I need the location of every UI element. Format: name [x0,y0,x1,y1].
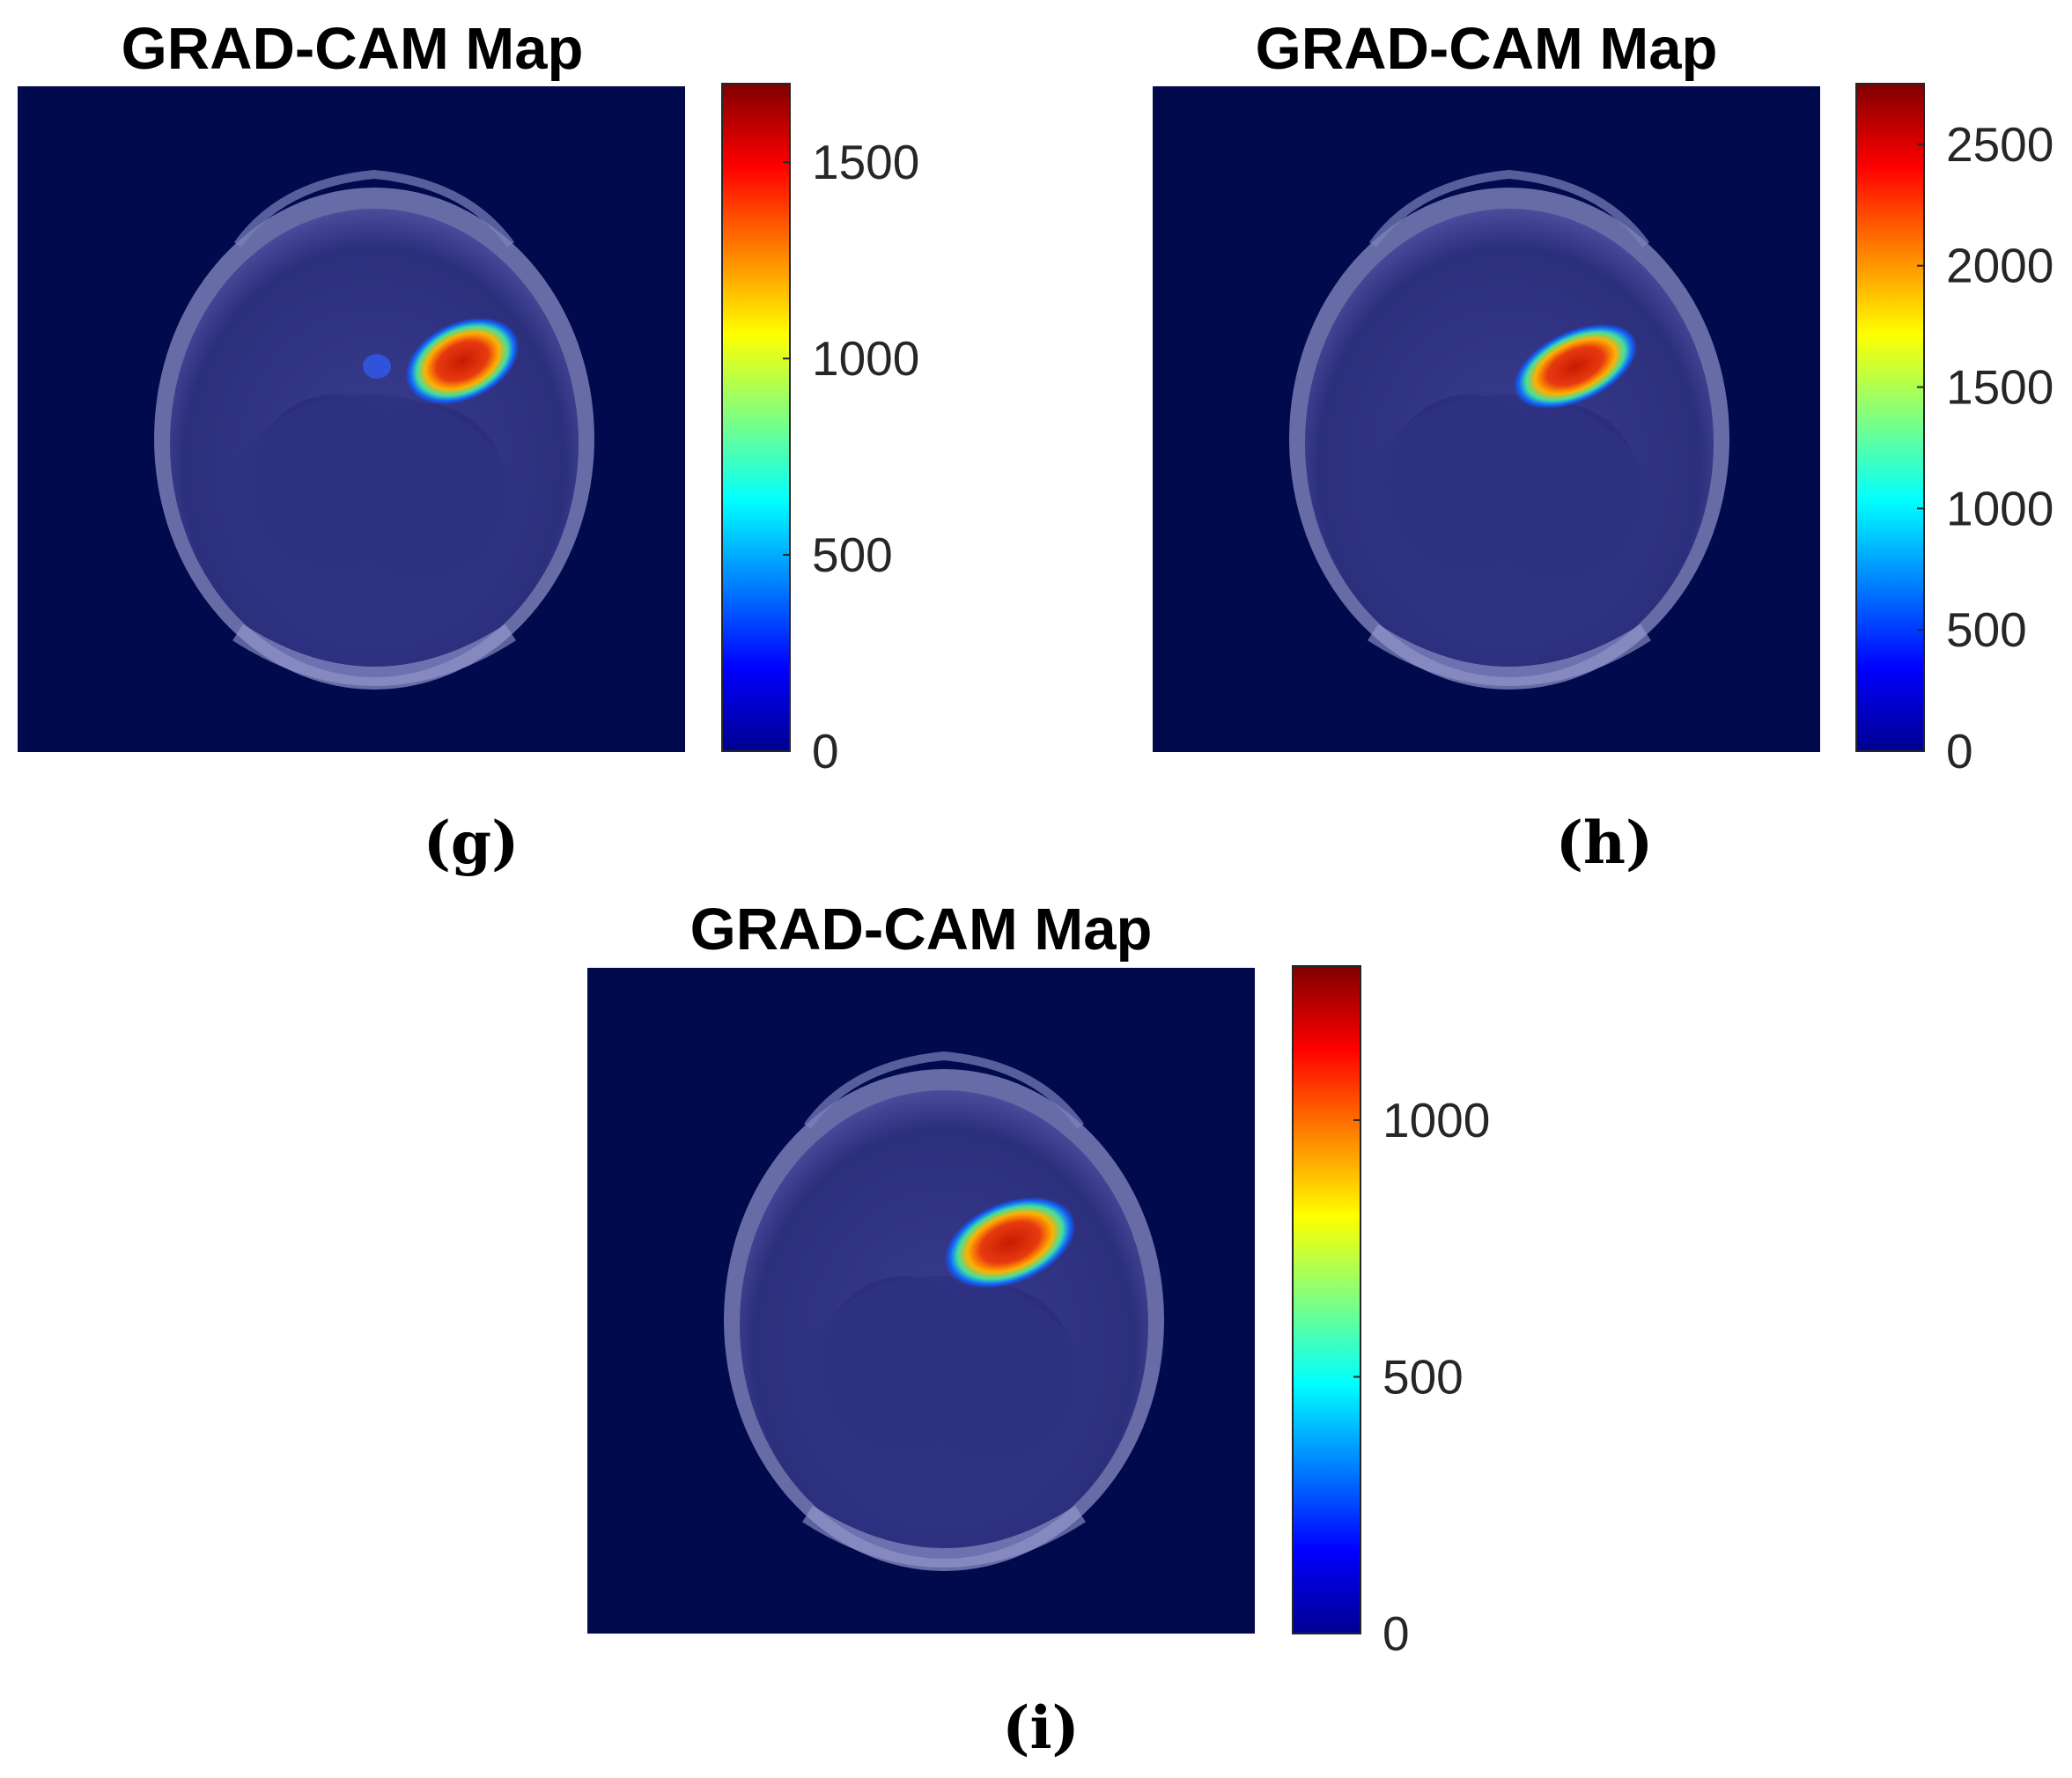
colorbar [721,83,791,752]
panel-i: GRAD-CAM Map 0 500 1000 (i) [587,896,1490,1762]
colorbar-ticks: 0 500 1000 [1353,1093,1490,1661]
colorbar-tick-label: 0 [1946,724,1973,778]
heatmap-image [1153,86,1820,752]
colorbar-tick-label: 1000 [1383,1093,1490,1147]
activation-hotspot [1513,323,1638,409]
colorbar [1292,965,1361,1634]
colorbar-ticks: 0 500 1000 1500 2000 2500 [1917,117,2054,778]
colorbar-tick-label: 2000 [1946,239,2054,293]
colorbar-tick-label: 1500 [812,135,919,189]
activation-hotspot [944,1197,1076,1288]
panel-caption: (h) [1556,808,1653,877]
colorbar-tick-label: 500 [1383,1349,1464,1404]
heatmap-image [587,968,1255,1634]
panel-caption: (g) [424,808,520,877]
colorbar-tick-label: 1000 [812,331,919,386]
panel-title: GRAD-CAM Map [690,896,1153,963]
heatmap-image [18,86,685,752]
panel-caption: (i) [1002,1693,1080,1762]
colorbar-ticks: 0 500 1000 1500 [783,135,919,778]
panel-h: GRAD-CAM Map 0 500 1000 1500 2000 2500 (h) [1153,16,2054,877]
colorbar-tick-label: 0 [812,724,839,778]
colorbar [1855,83,1925,752]
colorbar-tick-label: 1500 [1946,360,2054,415]
colorbar-tick-label: 2500 [1946,117,2054,172]
panel-title: GRAD-CAM Map [122,16,584,82]
panel-g: GRAD-CAM Map 0 500 1000 1500 (g) [18,16,919,877]
panel-title: GRAD-CAM Map [1256,16,1718,82]
activation-hotspot [405,317,520,405]
colorbar-tick-label: 1000 [1946,481,2054,535]
colorbar-tick-label: 0 [1383,1606,1410,1661]
colorbar-tick-label: 500 [1946,602,2027,657]
colorbar-tick-label: 500 [812,527,893,582]
